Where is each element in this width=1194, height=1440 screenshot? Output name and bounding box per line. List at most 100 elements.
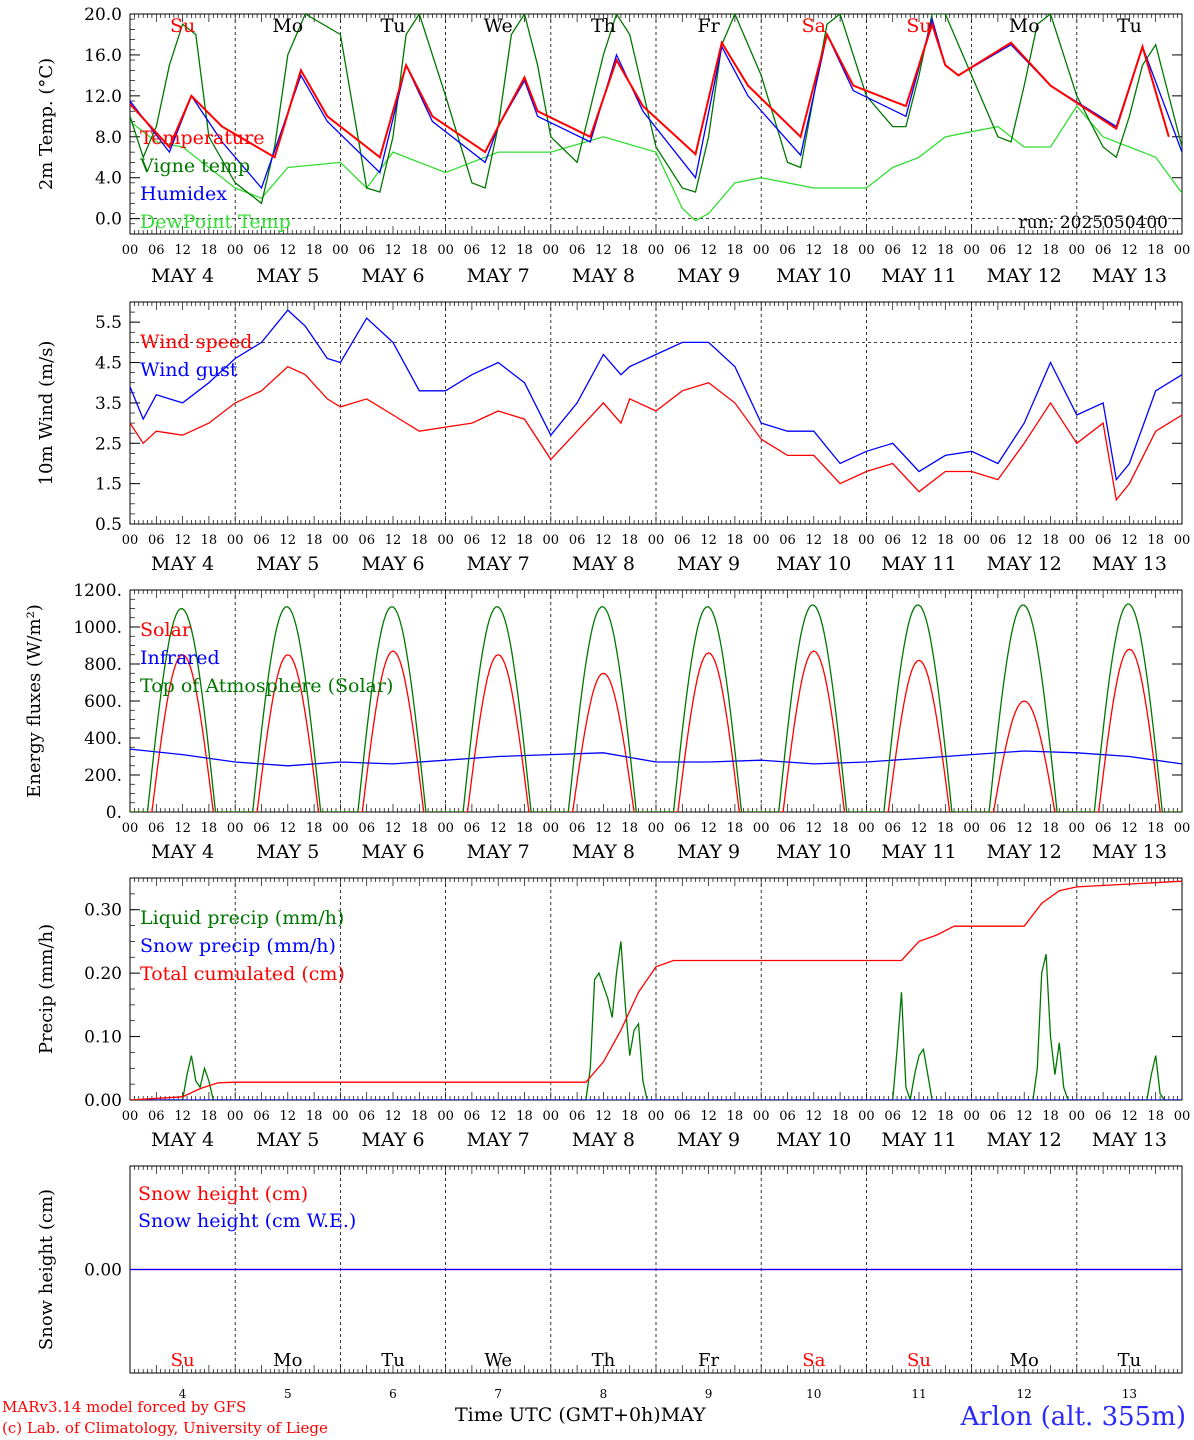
day-number-label: 10 [806, 1387, 821, 1401]
hour-label: 00 [963, 1109, 980, 1124]
hour-label: 18 [201, 821, 218, 836]
date-label: MAY 13 [1092, 553, 1167, 575]
location-label: Arlon (alt. 355m) [960, 1402, 1186, 1432]
hour-label: 18 [937, 243, 954, 258]
date-label: MAY 13 [1092, 841, 1167, 863]
legend-entry: Total cumulated (cm) [140, 963, 345, 985]
hour-label: 06 [884, 1109, 901, 1124]
day-abbr-label: Sa [802, 15, 826, 37]
x-axis-title-text: Time UTC (GMT+0h) [455, 1404, 661, 1426]
hour-label: 12 [174, 1109, 191, 1124]
date-label: MAY 10 [776, 1129, 851, 1151]
date-label: MAY 5 [256, 265, 319, 287]
day-abbr-label: Mo [273, 1350, 302, 1371]
hour-label: 00 [648, 243, 665, 258]
day-abbr-label: Th [592, 1350, 616, 1371]
day-abbr-label: We [484, 1350, 512, 1371]
series-line-wind-speed [130, 365, 1182, 502]
hour-label: 18 [201, 243, 218, 258]
y-tick-label: 400. [84, 729, 122, 749]
y-tick-label: 1200. [73, 581, 122, 601]
hour-label: 00 [858, 243, 875, 258]
hour-label: 18 [516, 821, 533, 836]
date-label: MAY 4 [151, 553, 214, 575]
hour-label: 00 [437, 1109, 454, 1124]
hour-label: 18 [1042, 243, 1059, 258]
hour-label: 12 [700, 243, 717, 258]
series-group [130, 309, 1182, 502]
date-label: MAY 8 [572, 1129, 635, 1151]
hour-label: 00 [543, 1109, 560, 1124]
date-label: MAY 9 [677, 553, 740, 575]
hour-label: 06 [253, 243, 270, 258]
day-abbr-label: We [484, 15, 513, 37]
y-tick-label: 4.5 [95, 354, 122, 374]
hour-label: 18 [411, 533, 428, 548]
hour-label: 06 [674, 243, 691, 258]
date-label: MAY 12 [987, 265, 1062, 287]
hour-label: 06 [990, 243, 1007, 258]
y-tick-label: 0. [106, 803, 122, 823]
hour-label: 06 [358, 1109, 375, 1124]
hour-label: 00 [753, 821, 770, 836]
y-tick-label: 20.0 [84, 5, 122, 25]
hour-label: 18 [1147, 1109, 1164, 1124]
date-label: MAY 9 [677, 1129, 740, 1151]
x-axis-title-month: MAY [660, 1404, 706, 1426]
day-abbr-label: Su [171, 1350, 195, 1371]
hour-label: 00 [332, 243, 349, 258]
series-line-total-cumulated-cm- [130, 880, 1182, 1100]
date-label: MAY 10 [776, 265, 851, 287]
day-number-label: 8 [600, 1387, 608, 1401]
y-tick-label: 0.30 [84, 901, 122, 921]
series-line-wind-gust [130, 309, 1182, 482]
hour-label: 06 [990, 533, 1007, 548]
y-tick-label: 0.0 [95, 210, 122, 230]
hour-label: 00 [437, 821, 454, 836]
date-label: MAY 5 [256, 841, 319, 863]
hour-label: 18 [516, 533, 533, 548]
hour-label: 12 [806, 1109, 823, 1124]
date-label: MAY 12 [987, 553, 1062, 575]
hour-label: 06 [990, 1109, 1007, 1124]
legend-entry: Snow height (cm W.E.) [138, 1210, 356, 1232]
legend-entry: Humidex [140, 183, 227, 205]
y-axis-label: 2m Temp. (°C) [36, 58, 57, 190]
hour-label: 00 [858, 821, 875, 836]
hour-label: 18 [201, 1109, 218, 1124]
hour-label: 12 [911, 533, 928, 548]
hour-label: 00 [963, 533, 980, 548]
hour-label: 00 [437, 243, 454, 258]
hour-label: 00 [1174, 1109, 1191, 1124]
y-tick-label: 8.0 [95, 128, 122, 148]
hour-label: 12 [174, 243, 191, 258]
hour-label: 06 [148, 1109, 165, 1124]
hour-label: 06 [253, 821, 270, 836]
date-label: MAY 6 [361, 1129, 424, 1151]
hour-label: 06 [358, 243, 375, 258]
day-abbr-label: Su [906, 15, 931, 37]
hour-label: 12 [1016, 1109, 1033, 1124]
date-label: MAY 7 [467, 841, 530, 863]
series-group [130, 14, 1182, 222]
hour-label: 00 [648, 821, 665, 836]
day-abbr-label: Tu [1117, 15, 1142, 37]
hour-label: 06 [569, 821, 586, 836]
hour-label: 12 [280, 1109, 297, 1124]
hour-label: 00 [858, 1109, 875, 1124]
hour-label: 18 [1042, 821, 1059, 836]
hour-label: 00 [332, 821, 349, 836]
run-annotation: run: 2025050400 [1019, 213, 1168, 233]
hour-label: 12 [911, 243, 928, 258]
date-label: MAY 9 [677, 265, 740, 287]
panel-4: 0.00 0.10 0.20 0.30 Precip (mm/h) Liquid prec… [36, 877, 1191, 1151]
day-abbr-label: Tu [381, 15, 406, 37]
hour-label: 06 [464, 821, 481, 836]
day-number-label: 5 [284, 1387, 292, 1401]
day-abbr-label: Mo [272, 15, 303, 37]
hour-label: 18 [937, 1109, 954, 1124]
date-label: MAY 6 [361, 265, 424, 287]
hour-label: 18 [306, 243, 323, 258]
legend-entry: Top of Atmosphere (Solar) [140, 675, 393, 697]
